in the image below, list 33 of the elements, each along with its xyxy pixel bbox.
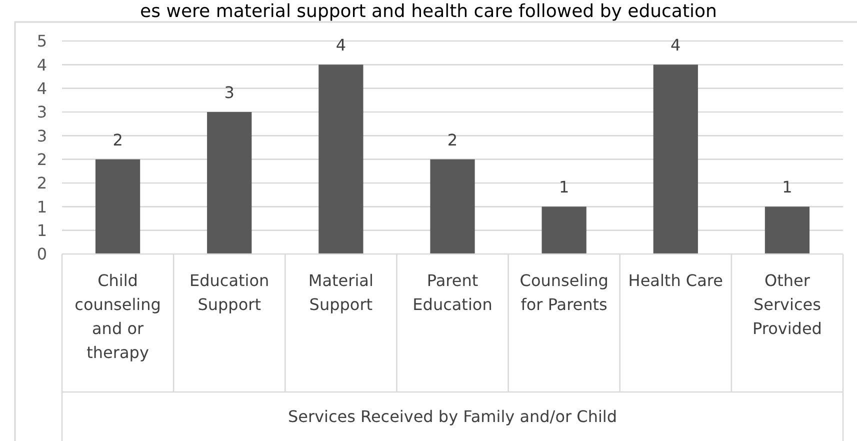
- x-tick-label: Other Services Provided: [752, 271, 822, 338]
- x-tick-label: Child counseling and or therapy: [74, 271, 161, 362]
- data-label: 4: [670, 36, 681, 55]
- text: es were material support and health care followed by education: [140, 1, 717, 22]
- y-tick-label: 3: [36, 126, 48, 146]
- bar: [95, 159, 140, 254]
- bar: [318, 64, 364, 254]
- x-tick-label: Education Support: [190, 271, 270, 314]
- y-tick-label: 3: [36, 102, 48, 122]
- bar: [764, 206, 810, 254]
- x-axis-title: Services Received by Family and/or Child: [288, 407, 618, 426]
- data-label: 3: [224, 83, 234, 102]
- bar: [430, 159, 475, 254]
- data-label: 2: [447, 130, 458, 150]
- bar: [653, 64, 698, 254]
- y-tick-label: 4: [36, 55, 48, 74]
- y-tick-label: 5: [36, 32, 48, 51]
- data-label: 2: [112, 130, 123, 150]
- data-label: 4: [336, 36, 346, 55]
- y-tick-label: 1: [36, 197, 48, 216]
- bar: [542, 206, 586, 254]
- x-tick-label: Material Support: [308, 271, 374, 314]
- bar: [207, 112, 252, 254]
- y-tick-label: 2: [36, 174, 48, 193]
- y-tick-label: 0: [36, 244, 48, 264]
- data-label: 1: [558, 178, 570, 197]
- y-tick-label: 4: [36, 78, 48, 98]
- x-tick-label: Parent Education: [412, 271, 492, 314]
- x-tick-label: Counseling for Parents: [520, 271, 608, 314]
- x-tick-label: Health Care: [628, 271, 723, 290]
- y-tick-label: 2: [36, 150, 48, 169]
- y-tick-label: 1: [36, 220, 48, 240]
- data-label: 1: [782, 178, 792, 197]
